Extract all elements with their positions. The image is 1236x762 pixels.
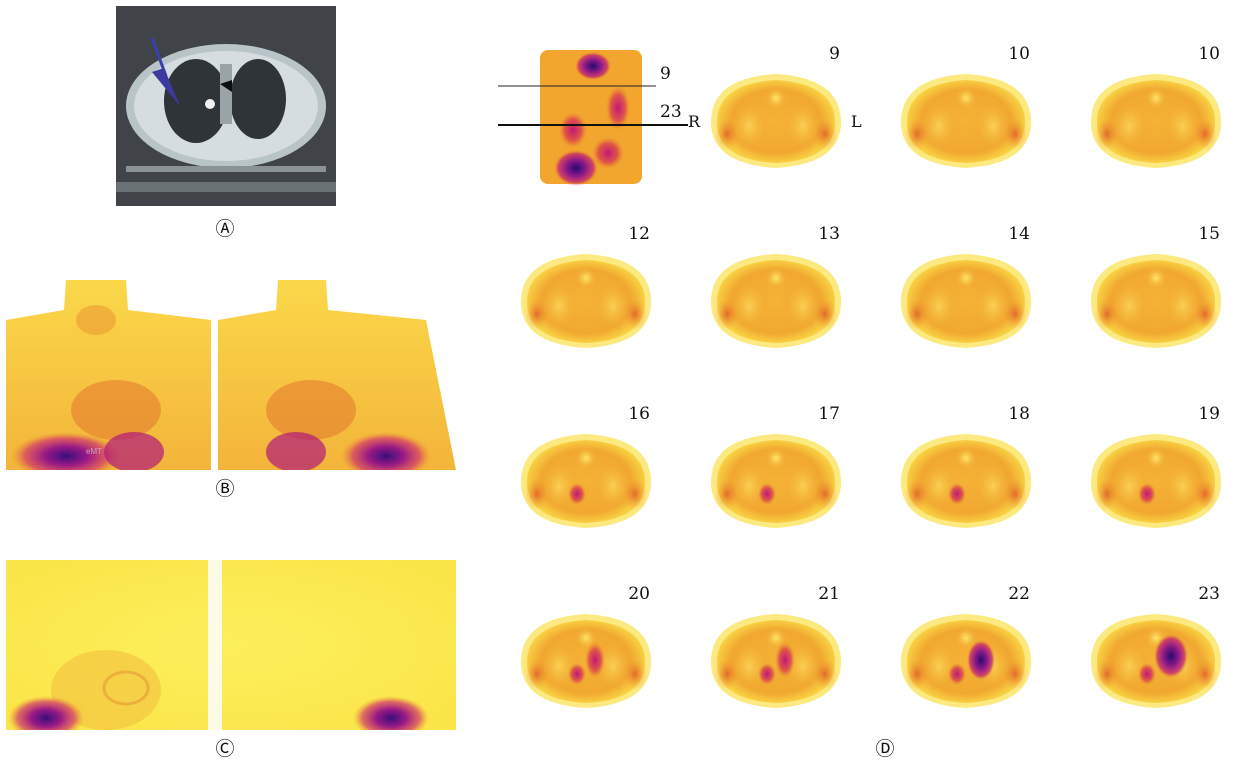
transaxial-slice [515, 608, 657, 714]
transaxial-slice [705, 248, 847, 354]
panel-c-label: Ⓒ [215, 738, 235, 760]
transaxial-slice [1085, 68, 1227, 174]
planar-marker-text: eMT [86, 447, 102, 456]
transaxial-slice [895, 248, 1037, 354]
slice-number: 21 [818, 584, 840, 604]
slice-number: 20 [628, 584, 650, 604]
transaxial-slice [1085, 428, 1227, 534]
transaxial-slice [515, 428, 657, 534]
planar-scan-c [6, 560, 456, 740]
orientation-left: L [851, 112, 862, 131]
transaxial-slice [895, 68, 1037, 174]
slice-number: 10 [1008, 44, 1030, 64]
transaxial-slice [895, 608, 1037, 714]
slice-number: 23 [1198, 584, 1220, 604]
coronal-line-label-9: 9 [660, 64, 671, 84]
slice-number: 10 [1198, 44, 1220, 64]
panel-a-label: Ⓐ [215, 218, 235, 240]
coronal-reference-image: 9 23 [498, 48, 708, 188]
planar-scan-b: eMT [6, 280, 456, 480]
transaxial-slice [1085, 608, 1227, 714]
slice-number: 22 [1008, 584, 1030, 604]
slice-number: 17 [818, 404, 840, 424]
slice-number: 15 [1198, 224, 1220, 244]
transaxial-slice [515, 248, 657, 354]
slice-number: 16 [628, 404, 650, 424]
orientation-right: R [688, 112, 701, 131]
slice-number: 19 [1198, 404, 1220, 424]
transaxial-slice [1085, 248, 1227, 354]
slice-number: 9 [829, 44, 840, 64]
transaxial-slice [705, 428, 847, 534]
transaxial-slice [705, 608, 847, 714]
slice-number: 13 [818, 224, 840, 244]
transaxial-slice [705, 68, 847, 174]
panel-d-label: Ⓓ [875, 738, 895, 760]
coronal-line-label-23: 23 [660, 102, 682, 122]
slice-number: 12 [628, 224, 650, 244]
transaxial-slice [895, 428, 1037, 534]
slice-number: 14 [1008, 224, 1030, 244]
ct-image [116, 6, 336, 206]
slice-number: 18 [1008, 404, 1030, 424]
panel-b-label: Ⓑ [215, 478, 235, 500]
